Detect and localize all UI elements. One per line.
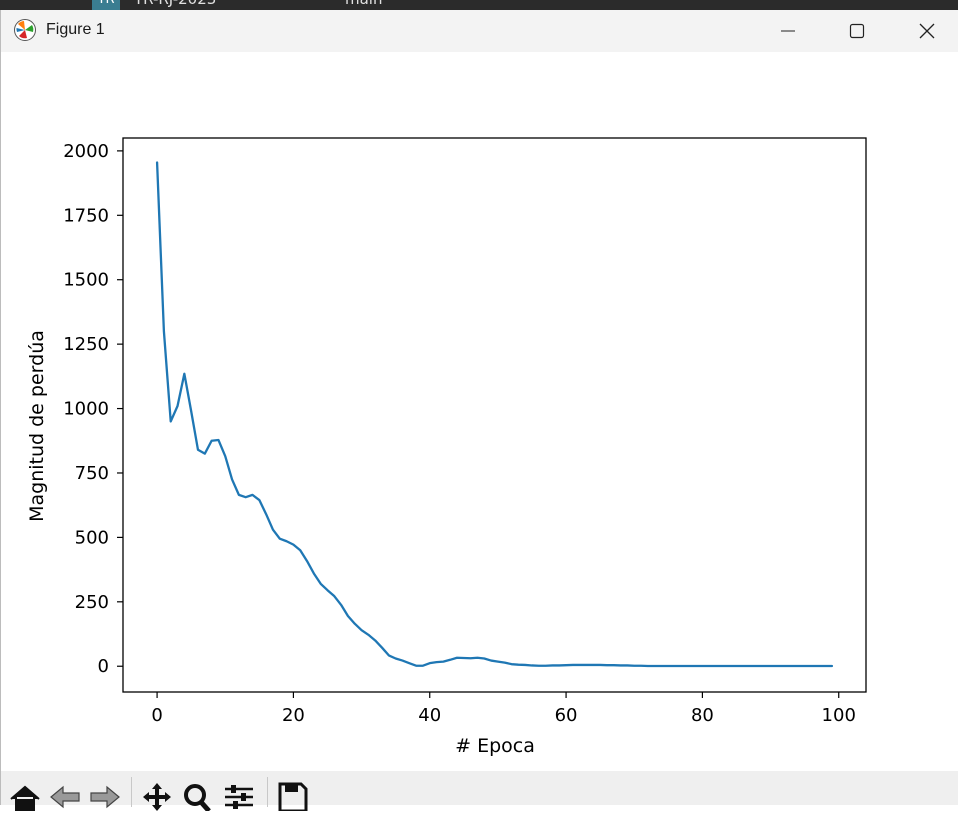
y-tick-label: 0 <box>98 656 109 677</box>
home-icon <box>10 785 40 812</box>
forward-arrow-icon <box>90 785 120 809</box>
zoom-button[interactable] <box>181 781 213 813</box>
y-tick-label: 1000 <box>63 399 109 420</box>
line-chart: 0 20 40 60 80 1000250500750100012501500175020… <box>26 137 867 757</box>
matplotlib-logo-icon <box>13 18 37 42</box>
title-bar[interactable]: Figure 1 <box>1 10 958 52</box>
x-tick-label: 100 <box>822 705 856 726</box>
minimize-icon <box>781 30 795 32</box>
axes-frame <box>122 137 867 693</box>
pan-icon <box>143 783 171 811</box>
background-tab-label: TR-RJ-2023 <box>134 0 216 8</box>
y-tick-label: 250 <box>75 592 109 613</box>
y-tick-label: 750 <box>75 463 109 484</box>
y-tick-label: 500 <box>75 527 109 548</box>
y-axis-label: Magnitud de perdúa <box>26 330 48 522</box>
y-tick-label: 1750 <box>63 205 109 226</box>
configure-subplots-icon <box>225 785 253 809</box>
toolbar-separator <box>131 777 132 807</box>
toolbar-separator <box>267 777 268 807</box>
x-tick-label: 0 <box>151 705 162 726</box>
plot-canvas[interactable]: 0 20 40 60 80 100 0 250 500 750 1000 1250 1500 1750 20… <box>1 52 958 772</box>
x-axis-label: # Epoca <box>455 735 535 757</box>
close-button[interactable] <box>892 10 958 52</box>
back-arrow-icon <box>50 785 80 809</box>
x-tick-label: 60 <box>555 705 578 726</box>
navigation-toolbar <box>1 771 958 813</box>
maximize-icon <box>849 23 865 39</box>
configure-subplots-button[interactable] <box>223 781 255 811</box>
save-icon <box>278 782 308 813</box>
forward-button[interactable] <box>89 781 121 811</box>
tk-badge: TR <box>92 0 120 10</box>
window-title: Figure 1 <box>46 21 105 38</box>
x-tick-label: 40 <box>418 705 441 726</box>
minimize-button[interactable] <box>753 10 823 52</box>
x-tick-label: 20 <box>282 705 305 726</box>
loss-series-line <box>155 161 834 668</box>
pan-button[interactable] <box>141 781 173 811</box>
y-tick-label: 1500 <box>63 270 109 291</box>
maximize-button[interactable] <box>822 10 892 52</box>
x-tick-label: 80 <box>691 705 714 726</box>
figure-window: Figure 1 0 20 40 60 80 100 0 250 500 750 1000 1250 1… <box>0 10 958 813</box>
back-button[interactable] <box>49 781 81 811</box>
y-tick-label: 2000 <box>63 141 109 162</box>
home-button[interactable] <box>9 781 41 812</box>
background-branch-label: main <box>345 0 382 8</box>
close-icon <box>919 23 935 39</box>
background-window-strip: TR TR-RJ-2023 main <box>0 0 958 10</box>
y-tick-label: 1250 <box>63 334 109 355</box>
zoom-icon <box>184 784 211 813</box>
save-button[interactable] <box>277 781 309 813</box>
